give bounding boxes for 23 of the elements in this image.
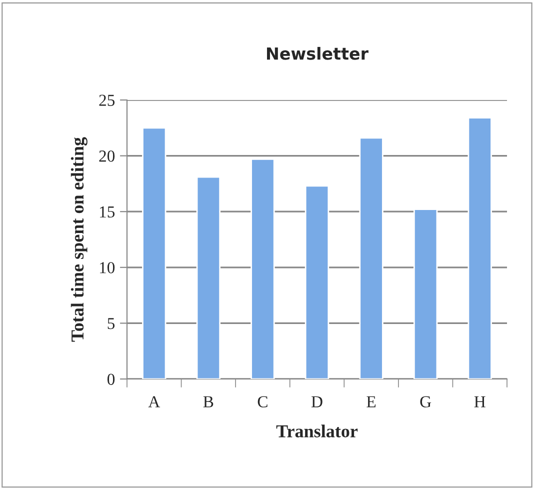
y-tick-label: 20 xyxy=(99,150,115,162)
y-tick-label: 25 xyxy=(99,94,115,106)
y-tick-label: 0 xyxy=(107,374,115,385)
x-tick-label: B xyxy=(203,396,214,408)
y-axis-title: Total time spent on editing xyxy=(70,137,88,342)
bar xyxy=(359,137,384,379)
x-tick-label: C xyxy=(258,396,268,408)
y-tick-label: 10 xyxy=(100,262,115,274)
x-tick-label: E xyxy=(366,396,376,408)
x-tick-label: G xyxy=(420,396,432,408)
x-axis-title: Translator xyxy=(276,424,358,438)
y-tick-label: 15 xyxy=(100,206,115,218)
bar xyxy=(250,158,275,379)
y-tick-label: 5 xyxy=(108,318,115,330)
bar xyxy=(413,208,438,379)
x-tick-label: A xyxy=(148,396,160,408)
bar xyxy=(468,117,492,379)
bar xyxy=(142,127,166,379)
bar xyxy=(304,185,330,379)
bar xyxy=(196,176,221,379)
chart-title: Newsletter xyxy=(267,46,368,60)
x-tick-label: H xyxy=(474,396,486,408)
x-tick-label: D xyxy=(311,396,322,408)
